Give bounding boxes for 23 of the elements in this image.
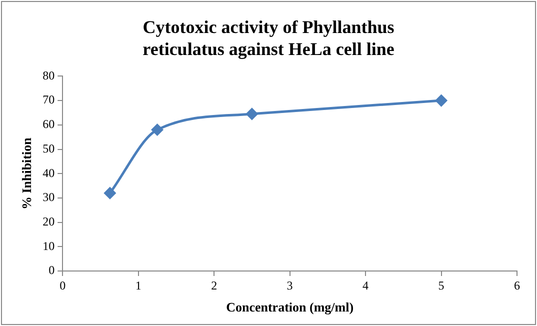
y-tick-label: 20	[42, 214, 55, 228]
y-tick-label: 0	[48, 263, 55, 278]
y-tick-label: 40	[42, 166, 55, 180]
x-axis-title: Concentration (mg/ml)	[226, 300, 354, 315]
y-axis-title: % Inhibition	[19, 136, 34, 210]
point	[152, 124, 164, 136]
x-tick-label: 5	[438, 278, 444, 292]
x-tick-label: 1	[135, 278, 142, 292]
y-tick-label: 80	[42, 68, 55, 82]
y-tick-label: 10	[42, 238, 55, 253]
x-tick-label: 2	[211, 278, 218, 292]
y-tick-label: 70	[42, 92, 55, 107]
x-tick-label: 0	[60, 278, 66, 292]
y-tick-label: 60	[42, 117, 55, 132]
point	[104, 187, 116, 199]
x-tick-label: 4	[362, 278, 369, 292]
y-tick-label: 30	[42, 190, 55, 204]
y-tick-label: 50	[42, 141, 55, 156]
point	[436, 94, 448, 106]
x-tick-label: 6	[514, 278, 520, 292]
x-tick-label: 3	[286, 278, 293, 292]
point	[246, 108, 258, 120]
chart-title: Cytotoxic activity of Phyllanthus reticulatus against HeLa cell line	[142, 16, 396, 60]
